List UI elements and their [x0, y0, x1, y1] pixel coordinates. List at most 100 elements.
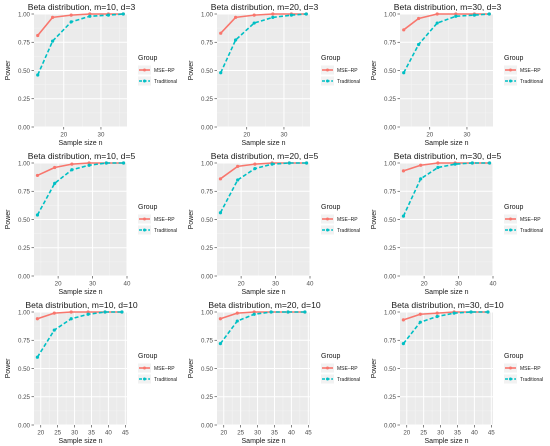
- data-point-traditional: [401, 214, 406, 218]
- x-tick-label: 30: [98, 132, 105, 139]
- y-tick-label: 0.00: [384, 422, 397, 429]
- data-point-traditional: [218, 342, 222, 346]
- data-point-traditional: [486, 310, 490, 314]
- data-point-mse-rp: [219, 31, 223, 35]
- x-tick-label: 40: [307, 281, 314, 288]
- chart-panel: Beta distribution, m=20, d=5 0.00 0.25 0.50…: [183, 149, 366, 297]
- chart-svg: Beta distribution, m=10, d=3 0.00 0.25 0.50…: [5, 2, 177, 147]
- x-tick-label: 30: [455, 281, 462, 288]
- chart-svg: Beta distribution, m=30, d=5 0.00 0.25 0.50…: [371, 151, 543, 296]
- data-point-traditional: [35, 213, 40, 217]
- data-point-traditional: [303, 310, 307, 314]
- x-tick-label: 45: [122, 430, 129, 437]
- data-point-mse-rp: [454, 12, 458, 16]
- legend-point-traditional: [509, 228, 512, 232]
- x-tick-label: 20: [243, 132, 250, 139]
- data-point-traditional: [454, 14, 458, 18]
- y-tick-label: 0.25: [201, 245, 214, 252]
- chart-svg: Beta distribution, m=20, d=10 0.00 0.25 0.5…: [188, 300, 360, 445]
- y-tick-label: 1.00: [384, 11, 397, 18]
- y-tick-label: 0.50: [384, 68, 397, 75]
- series-line-mse-rp: [403, 13, 490, 31]
- chart-svg: Beta distribution, m=10, d=5 0.00 0.25 0.50…: [5, 151, 177, 296]
- y-tick-label: 0.25: [201, 394, 214, 401]
- data-point-mse-rp: [69, 13, 73, 17]
- legend-title: Group: [138, 55, 158, 62]
- chart-panel: Beta distribution, m=30, d=3 0.00 0.25 0.50…: [366, 0, 549, 148]
- y-tick-label: 1.00: [18, 309, 31, 316]
- legend-point-mse-rp: [509, 366, 512, 370]
- x-axis-label: Sample size n: [59, 140, 103, 147]
- data-point-mse-rp: [401, 318, 405, 322]
- chart-title: Beta distribution, m=20, d=5: [211, 151, 319, 161]
- x-axis-label: Sample size n: [59, 438, 103, 445]
- data-point-traditional: [289, 13, 293, 17]
- legend-label-mse-rp: MSE–RP: [520, 217, 541, 223]
- data-point-mse-rp: [435, 311, 439, 315]
- data-point-traditional: [487, 12, 491, 16]
- data-point-mse-rp: [271, 12, 275, 16]
- legend-label-traditional: Traditional: [337, 79, 360, 85]
- data-point-traditional: [401, 342, 405, 346]
- y-tick-label: 0.00: [18, 422, 31, 429]
- x-axis-label: Sample size n: [242, 140, 286, 147]
- chart-panel: Beta distribution, m=10, d=5 0.00 0.25 0.50…: [0, 149, 183, 297]
- legend-point-traditional: [509, 377, 512, 381]
- y-tick-label: 0.75: [18, 189, 31, 196]
- y-tick-label: 0.25: [384, 96, 397, 103]
- y-tick-label: 0.25: [201, 96, 214, 103]
- legend-point-mse-rp: [326, 366, 329, 370]
- x-axis-label: Sample size n: [59, 289, 103, 296]
- legend-label-traditional: Traditional: [520, 377, 543, 383]
- data-point-mse-rp: [235, 311, 239, 315]
- series-line-traditional: [219, 162, 307, 214]
- series-line-traditional: [403, 13, 490, 74]
- x-tick-label: 30: [89, 281, 96, 288]
- x-tick-label: 40: [490, 281, 497, 288]
- x-tick-label: 30: [281, 132, 288, 139]
- chart-svg: Beta distribution, m=30, d=3 0.00 0.25 0.50…: [371, 2, 543, 147]
- y-tick-label: 1.00: [18, 11, 31, 18]
- x-tick-label: 35: [88, 430, 95, 437]
- x-tick-label: 40: [124, 281, 131, 288]
- chart-title: Beta distribution, m=30, d=3: [394, 2, 502, 12]
- legend-title: Group: [321, 353, 341, 360]
- data-point-mse-rp: [435, 12, 439, 16]
- data-point-traditional: [304, 161, 309, 165]
- data-point-traditional: [69, 20, 73, 24]
- data-point-mse-rp: [35, 317, 39, 321]
- data-point-mse-rp: [252, 310, 256, 314]
- chart-panel: Beta distribution, m=10, d=10 0.00 0.25 0.5…: [0, 298, 183, 446]
- x-axis-label: Sample size n: [425, 289, 469, 296]
- y-tick-label: 0.00: [18, 124, 31, 131]
- legend-label-mse-rp: MSE–RP: [520, 68, 541, 74]
- data-point-mse-rp: [236, 164, 240, 168]
- legend-label-mse-rp: MSE–RP: [154, 217, 175, 223]
- legend-label-traditional: Traditional: [520, 228, 543, 234]
- y-axis-label: Power: [371, 358, 378, 379]
- y-tick-label: 0.00: [201, 124, 214, 131]
- series-line-traditional: [219, 311, 305, 345]
- y-axis-label: Power: [5, 209, 12, 230]
- x-tick-label: 20: [220, 430, 227, 437]
- y-tick-label: 0.50: [18, 366, 31, 373]
- data-point-traditional: [452, 311, 456, 315]
- y-tick-label: 0.50: [201, 68, 214, 75]
- legend-label-traditional: Traditional: [337, 377, 360, 383]
- data-point-mse-rp: [36, 33, 40, 38]
- data-point-traditional: [121, 12, 125, 16]
- y-tick-label: 0.50: [384, 366, 397, 373]
- y-axis-label: Power: [188, 358, 195, 379]
- y-tick-label: 1.00: [18, 160, 31, 167]
- legend-point-mse-rp: [143, 366, 146, 370]
- data-point-traditional: [286, 310, 290, 314]
- data-point-mse-rp: [218, 317, 222, 321]
- data-point-traditional: [436, 165, 440, 170]
- chart-panel: Beta distribution, m=20, d=3 0.00 0.25 0.50…: [183, 0, 366, 148]
- x-tick-label: 40: [288, 430, 295, 437]
- x-axis-label: Sample size n: [242, 438, 286, 445]
- data-point-traditional: [70, 168, 74, 172]
- series-line-traditional: [219, 13, 307, 74]
- legend-point-mse-rp: [509, 68, 512, 72]
- legend-title: Group: [504, 55, 524, 62]
